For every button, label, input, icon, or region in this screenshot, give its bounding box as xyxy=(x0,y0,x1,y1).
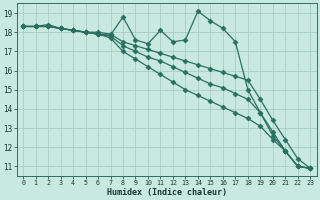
X-axis label: Humidex (Indice chaleur): Humidex (Indice chaleur) xyxy=(107,188,227,197)
